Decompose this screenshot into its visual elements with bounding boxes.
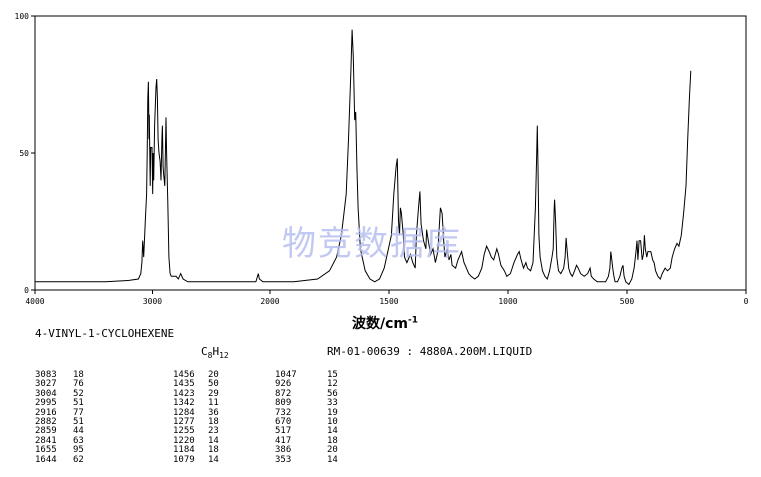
peak-column-intensity: 15 12 56 33 19 10 14 18 20 14 [327, 370, 338, 465]
peak-wavenumber: 1435 [173, 379, 195, 390]
peak-wavenumber: 353 [275, 454, 292, 465]
peak-wavenumber: 926 [275, 379, 292, 390]
peak-column-wavenumber: 1456 1435 1423 1342 1284 1277 1255 1220 1184 1079 [173, 370, 195, 465]
peak-wavenumber: 1655 [35, 445, 57, 456]
peak-wavenumber: 809 [275, 398, 292, 409]
peak-intensity: 18 [73, 370, 84, 380]
peak-intensity: 12 [327, 379, 338, 390]
y-tick-label: 0 [24, 286, 29, 295]
molecular-formula: C8H12 [201, 345, 229, 361]
peak-intensity: 14 [208, 454, 219, 465]
peak-wavenumber: 670 [275, 416, 292, 427]
peak-intensity: 15 [327, 370, 338, 380]
peak-wavenumber: 1255 [173, 426, 195, 437]
peak-wavenumber: 2882 [35, 416, 57, 427]
peak-intensity: 23 [208, 426, 219, 437]
x-tick-label: 1500 [379, 297, 398, 306]
peak-wavenumber: 1277 [173, 416, 195, 427]
peak-intensity: 77 [73, 407, 84, 418]
peak-intensity: 29 [208, 388, 219, 399]
peak-intensity: 51 [73, 416, 84, 427]
peak-wavenumber: 3004 [35, 388, 57, 399]
y-tick-label: 100 [15, 12, 30, 21]
x-tick-label: 4000 [25, 297, 44, 306]
peak-intensity: 18 [208, 445, 219, 456]
peak-wavenumber: 1644 [35, 454, 57, 465]
peak-wavenumber: 1220 [173, 435, 195, 446]
peak-wavenumber: 386 [275, 445, 292, 456]
peak-intensity: 76 [73, 379, 84, 390]
peak-intensity: 14 [208, 435, 219, 446]
x-tick-label: 1000 [498, 297, 517, 306]
peak-intensity: 14 [327, 454, 338, 465]
peak-intensity: 19 [327, 407, 338, 418]
peak-wavenumber: 1423 [173, 388, 195, 399]
peak-wavenumber: 2995 [35, 398, 57, 409]
peak-wavenumber: 2859 [35, 426, 57, 437]
y-tick-label: 50 [19, 149, 29, 158]
peak-wavenumber: 1456 [173, 370, 195, 380]
x-tick-label: 0 [744, 297, 749, 306]
spectrum-code: RM-01-00639 : 4880A.200M.LIQUID [327, 345, 533, 358]
peak-intensity: 36 [208, 407, 219, 418]
peak-wavenumber: 1284 [173, 407, 195, 418]
peak-column-intensity: 18 76 52 51 77 51 44 63 95 62 [73, 370, 84, 465]
peak-column-wavenumber: 3083 3027 3004 2995 2916 2882 2859 2841 1655 1644 [35, 370, 57, 465]
peak-intensity: 95 [73, 445, 84, 456]
x-tick-label: 3000 [143, 297, 162, 306]
peak-intensity: 50 [208, 379, 219, 390]
x-tick-label: 2000 [260, 297, 279, 306]
x-tick-label: 500 [620, 297, 635, 306]
peak-intensity: 51 [73, 398, 84, 409]
peak-column-intensity: 20 50 29 11 36 18 23 14 18 14 [208, 370, 219, 465]
peak-intensity: 56 [327, 388, 338, 399]
peak-wavenumber: 1342 [173, 398, 195, 409]
watermark-text: 物竞数据库 [282, 224, 462, 264]
peak-wavenumber: 517 [275, 426, 292, 437]
peak-intensity: 11 [208, 398, 219, 409]
spectrum-line [35, 29, 692, 286]
peak-intensity: 18 [327, 435, 338, 446]
peak-column-wavenumber: 1047 926 872 809 732 670 517 417 386 353 [275, 370, 297, 465]
peak-wavenumber: 732 [275, 407, 292, 418]
peak-wavenumber: 2841 [35, 435, 57, 446]
peak-wavenumber: 1184 [173, 445, 195, 456]
peak-wavenumber: 1047 [275, 370, 297, 380]
peak-wavenumber: 1079 [173, 454, 195, 465]
peak-intensity: 14 [327, 426, 338, 437]
peak-intensity: 18 [208, 416, 219, 427]
compound-name: 4-VINYL-1-CYCLOHEXENE [35, 327, 175, 340]
peak-intensity: 52 [73, 388, 84, 399]
peak-wavenumber: 3027 [35, 379, 57, 390]
peak-intensity: 44 [73, 426, 84, 437]
peak-wavenumber: 2916 [35, 407, 57, 418]
x-axis-title: 波数/cm-1 [352, 315, 418, 332]
peak-wavenumber: 3083 [35, 370, 57, 380]
peak-intensity: 63 [73, 435, 84, 446]
peak-wavenumber: 872 [275, 388, 292, 399]
peak-wavenumber: 417 [275, 435, 292, 446]
peak-intensity: 10 [327, 416, 338, 427]
peak-intensity: 20 [327, 445, 338, 456]
peak-intensity: 62 [73, 454, 84, 465]
peak-intensity: 20 [208, 370, 219, 380]
peak-intensity: 33 [327, 398, 338, 409]
